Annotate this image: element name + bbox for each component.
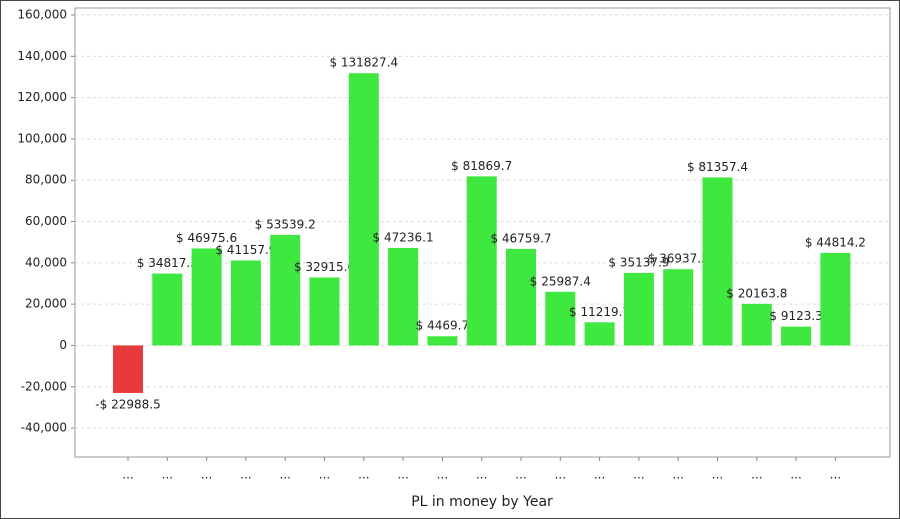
data-label: $ 20163.8 [726,286,787,300]
x-tick-label: ... [122,468,133,482]
data-label: $ 81869.7 [451,159,512,173]
data-label: $ 81357.4 [687,160,748,174]
data-label: $ 4469.7 [416,319,469,333]
y-tick-label: 40,000 [25,255,67,269]
bar [427,336,458,346]
data-label: $ 46759.7 [490,231,551,245]
y-tick-label: 100,000 [17,131,67,145]
y-tick-label: 60,000 [25,214,67,228]
x-tick-label: ... [319,468,330,482]
x-tick-label: ... [437,468,448,482]
data-label: $ 44814.2 [805,235,866,249]
bar [388,247,419,346]
bar [663,269,694,346]
x-tick-label: ... [751,468,762,482]
y-tick-label: 160,000 [17,8,67,22]
data-label: $ 41157.9 [215,243,276,257]
y-tick-label: 0 [59,338,67,352]
x-tick-label: ... [515,468,526,482]
data-label: $ 34817.3 [137,256,198,270]
bar [584,322,615,346]
x-tick-label: ... [712,468,723,482]
data-label: $ 53539.2 [255,217,316,231]
bar [545,291,576,346]
bar [152,273,183,346]
data-label: -$ 22988.5 [95,397,160,411]
x-tick-label: ... [594,468,605,482]
y-tick-label: 120,000 [17,90,67,104]
y-tick-label: -20,000 [21,379,67,393]
x-tick-label: ... [201,468,212,482]
x-tick-label: ... [555,468,566,482]
y-tick-label: 20,000 [25,297,67,311]
x-tick-label: ... [279,468,290,482]
x-tick-label: ... [790,468,801,482]
x-tick-label: ... [240,468,251,482]
bar [506,248,536,346]
bar [113,345,143,393]
x-tick-label: ... [358,468,369,482]
x-tick-label: ... [830,468,841,482]
bar [820,252,851,346]
bar [348,73,379,346]
x-tick-label: ... [162,468,173,482]
bar [781,326,812,346]
x-tick-label: ... [633,468,644,482]
data-label: $ 47236.1 [373,230,434,244]
data-label: $ 131827.4 [329,56,398,70]
bar [270,234,301,346]
y-tick-label: -40,000 [21,421,67,435]
bar [741,303,772,346]
data-label: $ 9123.3 [769,309,822,323]
data-label: $ 32915.6 [294,260,355,274]
data-label: $ 25987.4 [530,274,591,288]
x-tick-label: ... [476,468,487,482]
bar [191,248,222,346]
bar [309,277,340,346]
y-tick-label: 80,000 [25,173,67,187]
data-label: $ 36937.5 [648,252,709,266]
bar [623,272,654,346]
bar [466,176,497,346]
bar [230,260,261,346]
data-label: $ 11219.7 [569,305,630,319]
x-axis-title: PL in money by Year [411,494,553,510]
x-tick-label: ... [397,468,408,482]
y-tick-label: 140,000 [17,49,67,63]
data-label: $ 46975.6 [176,231,237,245]
data-label: $ 35137.9 [608,255,669,269]
bar [702,177,733,346]
x-tick-label: ... [672,468,683,482]
